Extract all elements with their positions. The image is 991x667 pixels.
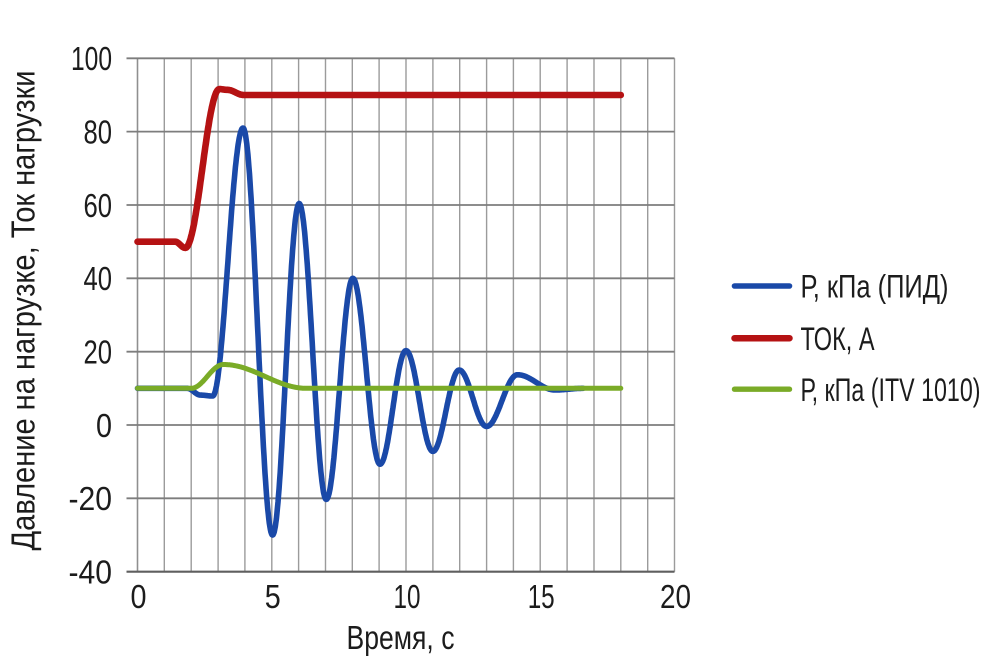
svg-text:ТОК, А: ТОК, А [801, 321, 875, 357]
svg-text:Р, кПа (ITV 1010): Р, кПа (ITV 1010) [801, 372, 981, 408]
svg-text:60: 60 [84, 187, 113, 224]
svg-text:-40: -40 [69, 554, 113, 591]
svg-text:20: 20 [660, 578, 691, 615]
svg-text:100: 100 [71, 40, 112, 77]
svg-text:5: 5 [265, 578, 281, 615]
svg-text:-20: -20 [69, 480, 113, 517]
svg-text:Р, кПа (ПИД): Р, кПа (ПИД) [801, 269, 949, 305]
svg-text:40: 40 [84, 260, 113, 297]
svg-text:20: 20 [84, 334, 113, 371]
svg-text:10: 10 [394, 578, 421, 615]
svg-text:80: 80 [84, 113, 113, 150]
svg-text:15: 15 [528, 578, 555, 615]
svg-text:0: 0 [96, 407, 112, 444]
svg-text:0: 0 [131, 578, 147, 615]
svg-text:Давление на нагрузке, Ток нагр: Давление на нагрузке, Ток нагрузки [5, 71, 42, 551]
svg-text:Время, с: Время, с [347, 619, 455, 656]
